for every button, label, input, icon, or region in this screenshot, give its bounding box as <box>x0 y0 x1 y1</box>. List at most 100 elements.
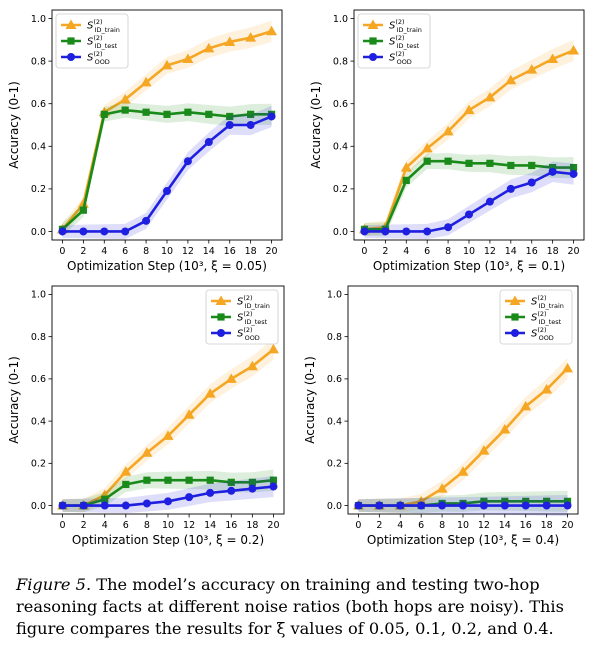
y-tick-label: 0.4 <box>333 142 348 153</box>
x-tick-label: 10 <box>161 246 173 257</box>
figure-caption: Figure 5. The model’s accuracy on traini… <box>16 574 586 640</box>
y-tick-label: 0.0 <box>31 227 46 238</box>
legend-label: S(2) ID_test <box>389 34 420 50</box>
x-tick-label: 2 <box>376 520 382 531</box>
legend-entry: S(2) ID_test <box>505 310 562 326</box>
data-point <box>459 501 467 510</box>
data-point <box>164 476 172 484</box>
x-axis-label: Optimization Step (10³, ξ = 0.05) <box>67 259 267 273</box>
data-point <box>507 161 515 170</box>
legend-label: S(2) OOD <box>87 50 110 66</box>
data-point <box>183 409 195 419</box>
y-axis-label: Accuracy (0-1) <box>309 81 323 169</box>
data-point <box>203 42 215 53</box>
data-point <box>484 91 496 102</box>
data-point <box>58 227 67 236</box>
x-tick-label: 4 <box>397 520 403 531</box>
data-point <box>204 388 216 398</box>
x-tick-label: 12 <box>182 246 194 257</box>
x-tick-label: 8 <box>445 246 451 257</box>
legend-marker <box>215 295 227 305</box>
data-point <box>500 501 509 510</box>
data-point <box>442 125 454 136</box>
data-point <box>521 501 530 510</box>
figure-charts: 0 2 4 6 8 10 12 14 16 18 200.00.20.40.60.81.0Optim… <box>7 9 585 547</box>
x-tick-label: 4 <box>101 246 107 257</box>
y-tick-label: 0.8 <box>327 332 342 343</box>
data-point <box>119 93 131 104</box>
y-tick-label: 0.2 <box>31 184 46 195</box>
y-axis-label: Accuracy (0-1) <box>7 81 21 169</box>
data-point <box>479 501 488 510</box>
y-tick-label: 0.4 <box>31 416 46 427</box>
data-point <box>121 501 130 510</box>
data-point <box>423 157 431 165</box>
data-point <box>541 383 553 394</box>
series-ood <box>58 476 278 514</box>
y-tick-label: 1.0 <box>31 290 46 301</box>
data-point <box>543 497 551 505</box>
x-tick-label: 20 <box>265 246 277 257</box>
data-point <box>485 197 494 206</box>
data-point <box>227 486 236 495</box>
legend-entry: S(2) ID_test <box>211 310 268 326</box>
y-tick-label: 0.2 <box>327 459 342 470</box>
data-point <box>248 484 257 493</box>
data-point <box>185 493 194 502</box>
data-point <box>402 227 411 236</box>
x-tick-label: 6 <box>123 520 129 531</box>
data-point <box>528 161 536 170</box>
legend-marker <box>67 37 75 45</box>
legend-entry: S(2) ID_train <box>61 18 120 34</box>
legend-entry: S(2) ID_train <box>211 294 270 310</box>
chart-panel-3: 0 2 4 6 8 10 12 14 16 18 20 0.0 0.2 0.4 0.6 0.8 1.0 Optim… <box>7 285 285 547</box>
x-tick-label: 2 <box>382 246 388 257</box>
y-tick-label: 0.0 <box>31 501 46 512</box>
data-point <box>421 142 433 153</box>
data-point <box>142 108 150 116</box>
x-tick-label: 16 <box>225 520 237 531</box>
legend-entry: S(2) OOD <box>363 50 412 66</box>
data-point <box>140 76 152 87</box>
legend-entry: S(2) OOD <box>505 326 554 342</box>
legend-entry: S(2) ID_train <box>363 18 422 34</box>
legend-marker <box>369 53 377 61</box>
x-tick-label: 12 <box>484 246 496 257</box>
y-tick-label: 1.0 <box>333 14 348 25</box>
data-point <box>161 59 173 70</box>
legend-label: S(2) ID_test <box>237 310 268 326</box>
x-tick-label: 6 <box>122 246 128 257</box>
data-point <box>182 53 194 63</box>
legend-entry: S(2) OOD <box>61 50 110 66</box>
x-axis-label: Optimization Step (10³, ξ = 0.1) <box>373 259 565 273</box>
data-point <box>205 110 213 118</box>
series-id-test <box>360 153 578 237</box>
legend-marker <box>217 329 225 337</box>
data-point <box>141 447 153 457</box>
data-point <box>122 480 130 489</box>
data-point <box>438 501 447 510</box>
data-point <box>162 430 174 440</box>
data-point <box>100 110 108 118</box>
data-point <box>248 478 256 486</box>
data-point <box>245 32 257 42</box>
legend-marker <box>367 19 379 29</box>
x-tick-label: 4 <box>403 246 409 257</box>
series-band <box>358 357 568 513</box>
data-point <box>568 44 580 55</box>
data-point <box>269 476 278 484</box>
y-tick-label: 1.0 <box>327 290 342 301</box>
x-tick-label: 4 <box>102 520 108 531</box>
y-tick-label: 0.4 <box>31 142 46 153</box>
data-point <box>436 483 448 493</box>
data-point <box>267 343 279 354</box>
x-tick-label: 0 <box>361 246 367 257</box>
legend-marker <box>65 19 77 29</box>
data-point <box>499 424 511 434</box>
data-point <box>101 495 109 503</box>
series-ood <box>354 495 572 517</box>
data-point <box>142 499 151 508</box>
legend-label: S(2) OOD <box>389 50 412 66</box>
x-tick-label: 20 <box>561 520 573 531</box>
